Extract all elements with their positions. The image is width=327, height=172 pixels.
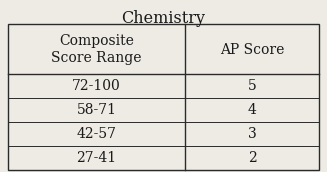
Text: 3: 3	[248, 127, 256, 141]
Text: 27-41: 27-41	[77, 151, 116, 165]
Text: 4: 4	[248, 103, 256, 117]
Text: 72-100: 72-100	[72, 79, 121, 93]
Text: 5: 5	[248, 79, 256, 93]
Text: Chemistry: Chemistry	[121, 10, 205, 27]
Text: 58-71: 58-71	[77, 103, 116, 117]
Text: Composite: Composite	[59, 34, 134, 48]
Text: 42-57: 42-57	[77, 127, 116, 141]
Text: 2: 2	[248, 151, 256, 165]
Text: AP Score: AP Score	[220, 43, 284, 57]
Text: Score Range: Score Range	[51, 51, 142, 65]
